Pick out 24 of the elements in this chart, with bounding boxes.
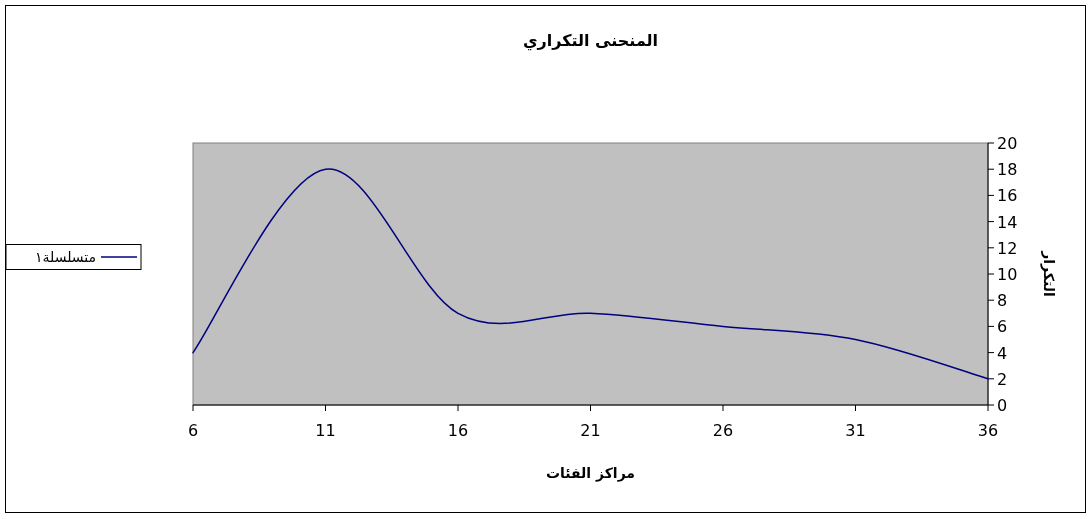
legend: متسلسلة١ [5,244,142,270]
x-axis-title: مراكز الفئات [545,465,636,482]
line-series [192,168,989,380]
y-axis-title: التكرار [1040,250,1057,297]
y-tick-label: 4 [997,343,1008,363]
chart-title: المنحنى التكراري [522,31,659,51]
x-tick-label: 11 [315,421,336,440]
y-tick-label: 12 [997,238,1018,258]
y-tick-label: 16 [997,186,1018,206]
y-tick-label: 14 [997,212,1018,232]
x-tick-label: 26 [712,421,734,440]
x-tick-label: 31 [845,421,866,440]
y-tick-label: 18 [997,160,1018,180]
x-tick-label: 21 [580,421,601,440]
legend-label: متسلسلة١ [34,249,96,265]
y-tick-label: 6 [997,317,1008,337]
y-tick-label: 20 [997,134,1018,153]
y-tick-label: 10 [997,265,1018,284]
y-tick-label: 8 [997,291,1008,311]
y-tick-label: 0 [997,396,1008,415]
x-tick-label: 16 [447,421,469,440]
x-tick-label: 6 [187,421,199,440]
y-tick-label: 2 [997,369,1008,389]
x-tick-label: 36 [977,421,999,440]
